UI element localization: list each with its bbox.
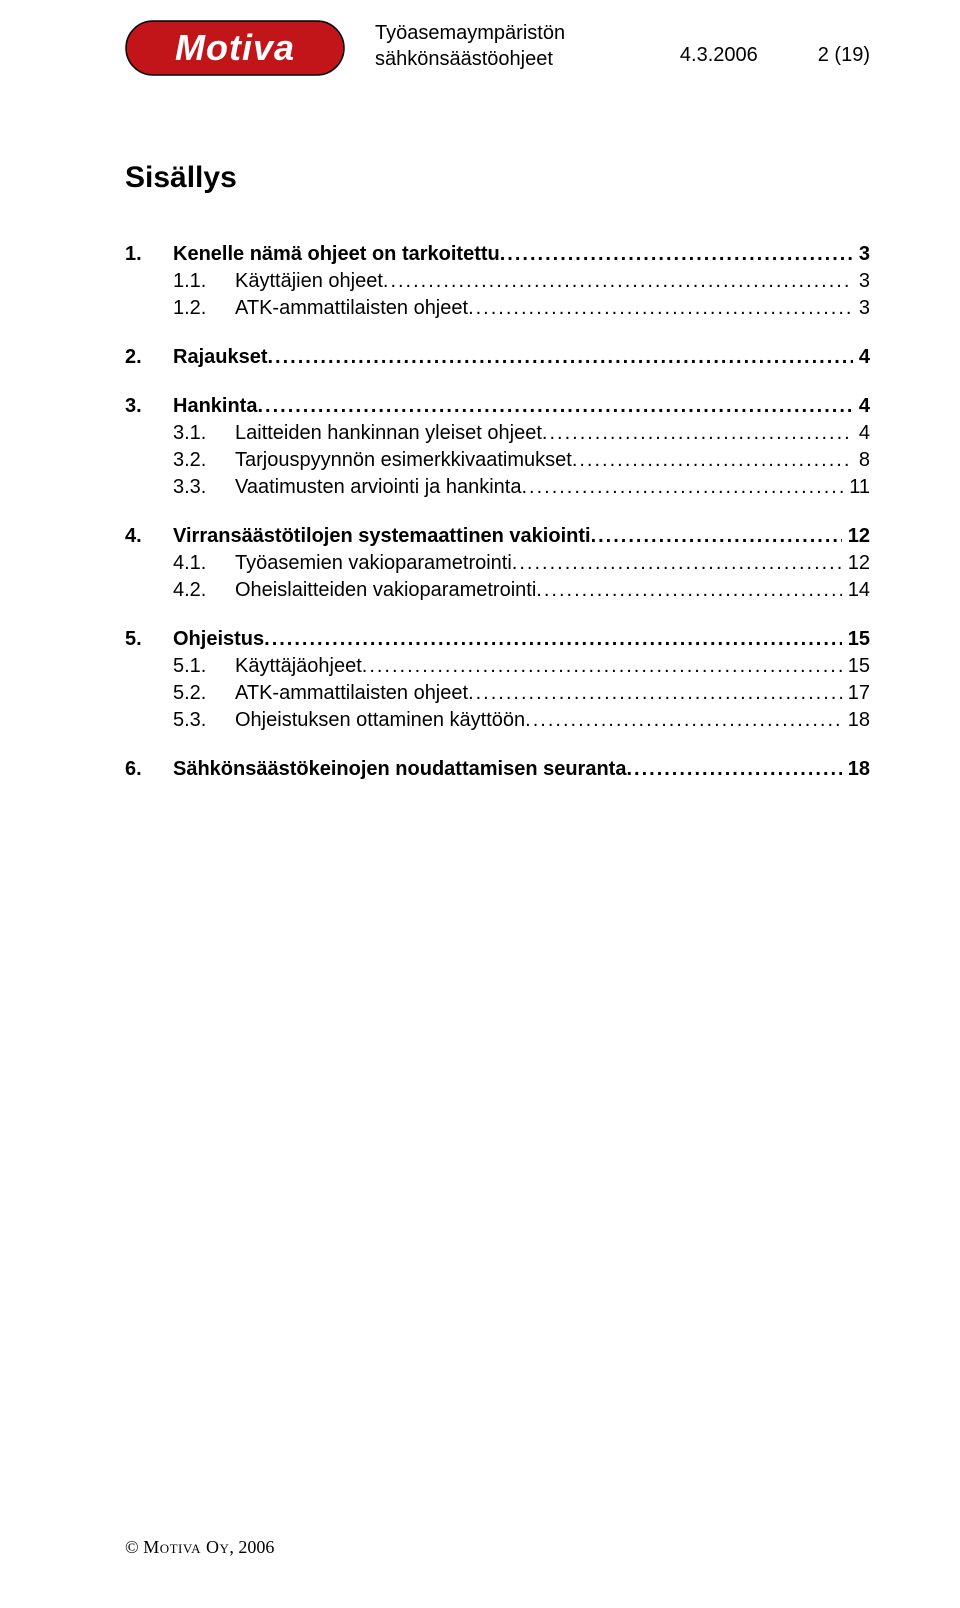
copyright-symbol: © (125, 1537, 143, 1557)
toc-leader-dots (542, 422, 853, 445)
toc-entry-number: 2. (125, 346, 173, 369)
footer-year: , 2006 (229, 1537, 274, 1557)
toc-entry-page: 4 (853, 422, 870, 445)
toc-entry-number: 1.2. (173, 297, 235, 320)
toc-leader-dots (536, 579, 841, 602)
toc-entry-label: Käyttäjäohjeet (235, 655, 362, 678)
toc-entry: 5.Ohjeistus 15 (125, 628, 870, 651)
header-text-block: Työasemaympäristön sähkönsäästöohjeet 4.… (375, 20, 870, 72)
toc-leader-dots (626, 758, 841, 781)
toc-entry: 4.2.Oheislaitteiden vakioparametrointi 14 (125, 579, 870, 602)
toc-entry-page: 3 (853, 297, 870, 320)
toc-entry-page: 3 (853, 270, 870, 293)
toc-entry-label: Hankinta (173, 395, 257, 418)
toc-heading: Sisällys (125, 161, 870, 195)
toc-entry-label: Työasemien vakioparametrointi (235, 552, 512, 575)
toc-entry-page: 4 (853, 346, 870, 369)
table-of-contents: 1.Kenelle nämä ohjeet on tarkoitettu31.1… (125, 243, 870, 781)
toc-entry: 3.3.Vaatimusten arviointi ja hankinta 11 (125, 476, 870, 499)
toc-entry-page: 8 (853, 449, 870, 472)
toc-entry-number: 1. (125, 243, 173, 266)
toc-entry: 1.1.Käyttäjien ohjeet 3 (125, 270, 870, 293)
toc-entry-label: Kenelle nämä ohjeet on tarkoitettu (173, 243, 500, 266)
toc-leader-dots (468, 297, 853, 320)
toc-entry-label: Käyttäjien ohjeet (235, 270, 383, 293)
toc-entry-number: 1.1. (173, 270, 235, 293)
toc-entry: 1.2.ATK-ammattilaisten ohjeet 3 (125, 297, 870, 320)
toc-entry-number: 4.1. (173, 552, 235, 575)
toc-leader-dots (512, 552, 842, 575)
toc-entry-label: Ohjeistus (173, 628, 264, 651)
page-header: Motiva Työasemaympäristön sähkönsäästöoh… (125, 20, 870, 81)
toc-entry-label: Laitteiden hankinnan yleiset ohjeet (235, 422, 542, 445)
document-page: Motiva Työasemaympäristön sähkönsäästöoh… (0, 0, 960, 1608)
toc-entry-label: Vaatimusten arviointi ja hankinta (235, 476, 521, 499)
toc-leader-dots (468, 682, 842, 705)
toc-entry-number: 5.3. (173, 709, 235, 732)
toc-entry-number: 3.3. (173, 476, 235, 499)
toc-entry-label: Sähkönsäästökeinojen noudattamisen seura… (173, 758, 626, 781)
toc-entry-number: 3.1. (173, 422, 235, 445)
toc-leader-dots (264, 628, 842, 651)
toc-entry-page: 15 (842, 628, 870, 651)
motiva-logo-icon: Motiva (125, 20, 345, 76)
toc-leader-dots (572, 449, 853, 472)
toc-leader-dots (257, 395, 852, 418)
page-footer: © Motiva Oy, 2006 (125, 1537, 274, 1558)
motiva-logo: Motiva (125, 20, 345, 81)
toc-entry: 6.Sähkönsäästökeinojen noudattamisen seu… (125, 758, 870, 781)
document-title-line1: Työasemaympäristön (375, 20, 680, 46)
toc-entry: 3.Hankinta 4 (125, 395, 870, 418)
document-title: Työasemaympäristön sähkönsäästöohjeet (375, 20, 680, 72)
toc-leader-dots (525, 709, 842, 732)
toc-entry-page: 3 (853, 243, 870, 266)
toc-entry-label: Rajaukset (173, 346, 268, 369)
footer-company: Motiva Oy (143, 1537, 229, 1557)
toc-entry: 5.3.Ohjeistuksen ottaminen käyttöön 18 (125, 709, 870, 732)
toc-entry-label: Ohjeistuksen ottaminen käyttöön (235, 709, 525, 732)
toc-leader-dots (591, 525, 842, 548)
toc-entry-page: 18 (842, 709, 870, 732)
toc-entry: 4.1.Työasemien vakioparametrointi 12 (125, 552, 870, 575)
toc-entry: 1.Kenelle nämä ohjeet on tarkoitettu 3 (125, 243, 870, 266)
toc-entry: 4.Virransäästötilojen systemaattinen vak… (125, 525, 870, 548)
toc-entry-number: 4.2. (173, 579, 235, 602)
document-date: 4.3.2006 (680, 44, 758, 67)
document-page-number: 2 (19) (818, 44, 870, 67)
toc-leader-dots (362, 655, 842, 678)
toc-entry-number: 6. (125, 758, 173, 781)
toc-entry-label: ATK-ammattilaisten ohjeet (235, 682, 468, 705)
toc-entry-label: ATK-ammattilaisten ohjeet (235, 297, 468, 320)
document-title-line2: sähkönsäästöohjeet (375, 46, 680, 72)
toc-entry-label: Tarjouspyynnön esimerkkivaatimukset (235, 449, 572, 472)
toc-entry-label: Virransäästötilojen systemaattinen vakio… (173, 525, 591, 548)
toc-entry-number: 4. (125, 525, 173, 548)
toc-leader-dots (500, 243, 853, 266)
svg-text:Motiva: Motiva (175, 27, 295, 68)
toc-entry-page: 17 (842, 682, 870, 705)
toc-entry-page: 12 (842, 552, 870, 575)
toc-entry-page: 12 (842, 525, 870, 548)
toc-entry-page: 4 (853, 395, 870, 418)
document-meta: 4.3.2006 2 (19) (680, 20, 870, 67)
toc-entry-page: 15 (842, 655, 870, 678)
toc-entry-number: 3.2. (173, 449, 235, 472)
toc-entry-page: 14 (842, 579, 870, 602)
toc-entry: 3.1.Laitteiden hankinnan yleiset ohjeet 4 (125, 422, 870, 445)
toc-entry-number: 5.1. (173, 655, 235, 678)
toc-leader-dots (383, 270, 853, 293)
toc-entry: 5.1.Käyttäjäohjeet 15 (125, 655, 870, 678)
toc-leader-dots (521, 476, 843, 499)
toc-entry-number: 3. (125, 395, 173, 418)
toc-entry: 3.2.Tarjouspyynnön esimerkkivaatimukset 8 (125, 449, 870, 472)
toc-entry: 5.2.ATK-ammattilaisten ohjeet 17 (125, 682, 870, 705)
toc-entry: 2.Rajaukset 4 (125, 346, 870, 369)
toc-entry-label: Oheislaitteiden vakioparametrointi (235, 579, 536, 602)
toc-entry-number: 5.2. (173, 682, 235, 705)
toc-entry-page: 18 (842, 758, 870, 781)
toc-leader-dots (268, 346, 853, 369)
toc-entry-page: 11 (843, 476, 870, 499)
toc-entry-number: 5. (125, 628, 173, 651)
